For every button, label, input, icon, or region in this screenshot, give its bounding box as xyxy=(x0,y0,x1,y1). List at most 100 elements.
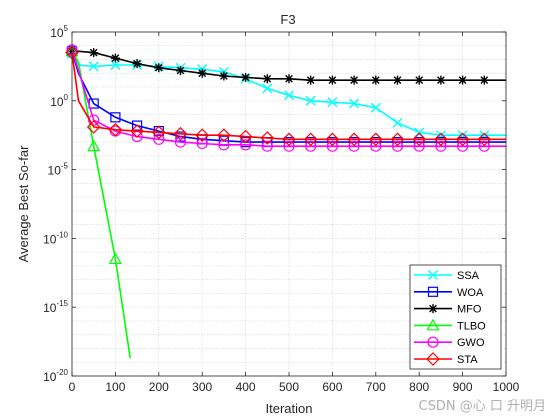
data-point-ssa xyxy=(435,130,446,141)
series-line-ssa xyxy=(71,53,506,136)
x-tick-label: 100 xyxy=(105,380,125,394)
data-point-sta xyxy=(130,124,144,138)
data-point-tlbo xyxy=(87,139,101,152)
x-tick-label: 0 xyxy=(69,380,76,394)
data-point-ssa xyxy=(414,127,425,138)
data-point-gwo xyxy=(218,139,230,151)
data-point-mfo xyxy=(132,59,142,69)
data-point-tlbo xyxy=(108,252,122,265)
data-point-ssa xyxy=(284,90,294,101)
y-tick-label: 105 xyxy=(50,24,68,40)
data-point-mfo xyxy=(284,74,294,84)
data-point-mfo xyxy=(89,48,99,58)
series-woa xyxy=(66,46,506,148)
data-point-sta xyxy=(368,132,383,147)
legend-label: MFO xyxy=(457,304,482,316)
series-line-gwo xyxy=(71,49,506,147)
data-point-sta xyxy=(260,131,275,145)
data-point-gwo xyxy=(435,140,447,152)
data-point-gwo xyxy=(283,140,295,152)
data-point-mfo xyxy=(219,71,229,81)
data-point-ssa xyxy=(392,117,403,128)
data-point-ssa xyxy=(370,102,381,113)
data-point-sta xyxy=(347,132,361,147)
data-point-sta xyxy=(282,132,296,147)
data-point-sta xyxy=(412,132,427,147)
data-point-mfo xyxy=(436,75,446,85)
watermark: CSDN @心 口 升明月 xyxy=(418,399,546,414)
x-tick-label: 600 xyxy=(322,380,342,394)
legend-entry: STA xyxy=(414,352,478,366)
legend-entry: SSA xyxy=(414,270,480,282)
data-point-gwo xyxy=(153,133,165,145)
legend-marker xyxy=(428,270,438,280)
x-tick-label: 1000 xyxy=(493,380,520,394)
legend-marker xyxy=(427,336,439,348)
data-point-sta xyxy=(303,132,318,147)
data-point-sta xyxy=(86,120,101,134)
data-point-mfo xyxy=(262,74,272,84)
data-point-sta xyxy=(434,132,448,147)
data-point-sta xyxy=(151,125,166,140)
legend-marker xyxy=(426,318,440,331)
series-line-tlbo xyxy=(71,50,131,359)
legend-label: TLBO xyxy=(457,320,486,332)
data-point-gwo xyxy=(348,140,360,152)
data-point-mfo xyxy=(458,75,468,85)
series-line-mfo xyxy=(72,50,506,81)
legend-marker xyxy=(426,352,440,366)
y-tick-label: 10-5 xyxy=(48,162,69,178)
legend-box xyxy=(409,264,502,370)
legend-label: WOA xyxy=(457,287,484,299)
data-point-sta xyxy=(477,132,492,147)
series-tlbo xyxy=(65,44,131,359)
data-point-gwo xyxy=(326,140,338,152)
legend-marker xyxy=(427,286,439,297)
data-point-woa xyxy=(110,112,121,123)
data-point-ssa xyxy=(457,130,468,141)
data-point-gwo xyxy=(413,140,425,152)
series-layer xyxy=(65,44,506,359)
data-point-sta xyxy=(217,128,231,143)
data-point-gwo xyxy=(457,140,469,152)
series-sta xyxy=(65,45,506,147)
series-line-sta xyxy=(71,52,506,141)
data-point-ssa xyxy=(262,83,273,94)
legend-label: STA xyxy=(457,354,478,366)
data-point-ssa xyxy=(88,61,99,72)
x-tick-label: 800 xyxy=(409,380,429,394)
legend-entry: TLBO xyxy=(414,318,486,332)
data-point-gwo xyxy=(261,140,273,152)
y-tick-label: 100 xyxy=(50,93,68,109)
x-axis-title: Iteration xyxy=(266,401,313,416)
data-point-mfo xyxy=(414,75,424,85)
data-point-mfo xyxy=(197,68,207,78)
y-axis-title: Average Best So-far xyxy=(16,145,31,262)
x-tick-label: 900 xyxy=(453,380,473,394)
series-gwo xyxy=(66,44,506,152)
data-point-mfo xyxy=(349,75,359,85)
data-point-woa xyxy=(132,120,143,131)
data-point-mfo xyxy=(479,75,489,85)
legend-entry: MFO xyxy=(414,304,482,316)
data-point-sta xyxy=(325,132,340,147)
x-tick-label: 500 xyxy=(279,380,299,394)
x-tick-label: 400 xyxy=(236,380,256,394)
data-point-sta xyxy=(108,122,123,137)
x-tick-label: 300 xyxy=(192,380,212,394)
data-point-sta xyxy=(173,126,188,141)
y-tick-label: 10-20 xyxy=(43,368,68,384)
data-point-mfo xyxy=(241,72,251,82)
data-point-mfo xyxy=(393,75,402,85)
data-point-gwo xyxy=(240,139,252,151)
data-point-gwo xyxy=(391,140,404,152)
data-point-ssa xyxy=(110,60,121,71)
legend: SSA WOA MFO TLBO GWO STA xyxy=(409,264,502,370)
data-point-woa xyxy=(175,131,186,142)
data-point-gwo xyxy=(196,137,208,150)
legend-marker xyxy=(428,304,438,314)
data-point-mfo xyxy=(176,66,185,76)
data-point-sta xyxy=(455,132,470,147)
data-point-gwo xyxy=(88,114,100,126)
